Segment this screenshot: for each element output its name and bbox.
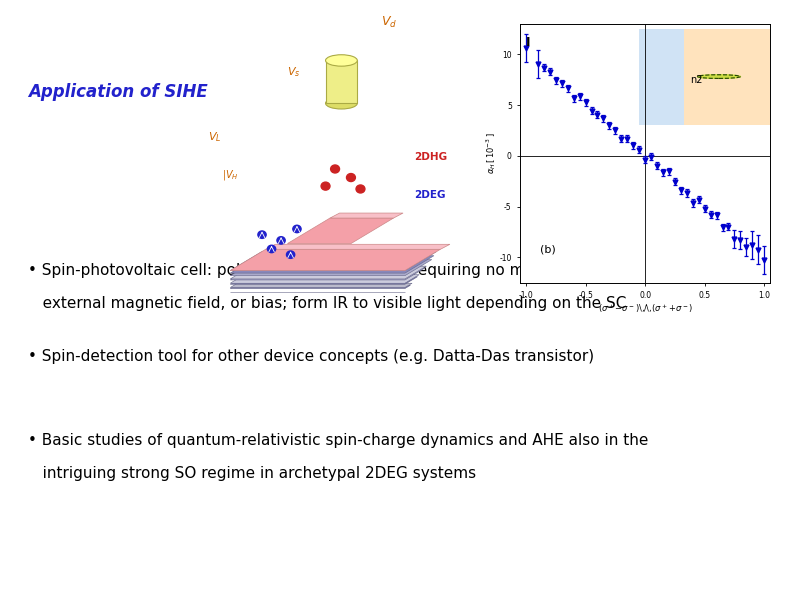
Circle shape <box>277 237 285 244</box>
Circle shape <box>258 231 266 239</box>
Text: • Spin-detection tool for other device concepts (e.g. Datta-Das transistor): • Spin-detection tool for other device c… <box>28 349 594 365</box>
Circle shape <box>268 245 276 253</box>
Circle shape <box>321 182 330 190</box>
Polygon shape <box>266 245 450 249</box>
Text: I: I <box>526 36 530 49</box>
Circle shape <box>287 251 295 258</box>
Text: • Basic studies of quantum-relativistic spin-charge dynamics and AHE also in the: • Basic studies of quantum-relativistic … <box>28 433 648 448</box>
FancyBboxPatch shape <box>326 61 357 104</box>
Circle shape <box>346 174 356 181</box>
Polygon shape <box>330 213 403 218</box>
Text: 2DHG: 2DHG <box>414 152 448 162</box>
Polygon shape <box>230 277 418 284</box>
Polygon shape <box>230 268 425 280</box>
Polygon shape <box>230 275 419 283</box>
Circle shape <box>330 165 340 173</box>
Polygon shape <box>287 218 394 243</box>
Text: (b): (b) <box>540 244 556 254</box>
FancyBboxPatch shape <box>684 29 773 126</box>
Polygon shape <box>230 285 410 289</box>
Polygon shape <box>230 252 436 271</box>
Text: $V_d$: $V_d$ <box>381 15 397 30</box>
Polygon shape <box>230 283 412 287</box>
Text: external magnetic field, or bias; form IR to visible light depending on the SC: external magnetic field, or bias; form I… <box>28 296 626 311</box>
Y-axis label: $\alpha_H\,[\,10^{-3}\,]$: $\alpha_H\,[\,10^{-3}\,]$ <box>484 132 498 174</box>
Polygon shape <box>230 256 434 273</box>
Circle shape <box>293 226 301 233</box>
FancyBboxPatch shape <box>639 29 684 126</box>
Polygon shape <box>230 266 426 279</box>
Circle shape <box>697 75 740 79</box>
Text: |$V_H$: |$V_H$ <box>222 168 239 182</box>
Polygon shape <box>230 259 432 275</box>
Circle shape <box>356 185 365 193</box>
Text: n2: n2 <box>691 74 703 84</box>
Text: 2DEG: 2DEG <box>414 190 446 199</box>
Text: intriguing strong SO regime in archetypal 2DEG systems: intriguing strong SO regime in archetypa… <box>28 465 476 481</box>
Ellipse shape <box>326 98 357 109</box>
Text: $V_L$: $V_L$ <box>208 130 221 144</box>
X-axis label: $(\sigma^+\!-\!\sigma^-)$\,/\,$(\sigma^+\!+\!\sigma^-)$: $(\sigma^+\!-\!\sigma^-)$\,/\,$(\sigma^+… <box>598 303 692 315</box>
Polygon shape <box>230 249 441 271</box>
Text: Application of SIHE: Application of SIHE <box>28 83 207 101</box>
Ellipse shape <box>326 55 357 66</box>
Text: $V_s$: $V_s$ <box>287 65 300 79</box>
Text: • Spin-photovoltaic cell: polarimeter on a SC chip requiring no magnetic element: • Spin-photovoltaic cell: polarimeter on… <box>28 263 662 278</box>
